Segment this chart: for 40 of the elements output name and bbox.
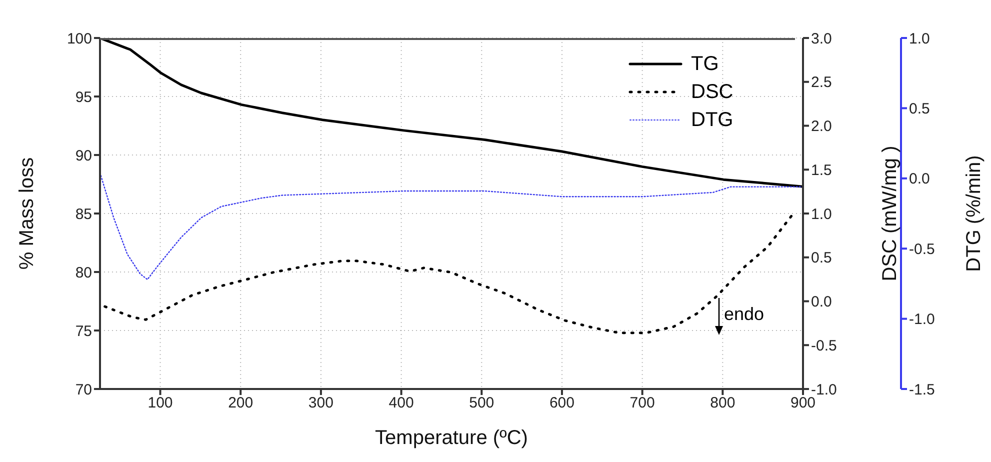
y2-tick-label: -0.5 xyxy=(811,337,837,354)
y2-tick-label: 1.5 xyxy=(811,162,832,179)
y2-tick-label: 3.0 xyxy=(811,30,832,48)
x-tick-label: 200 xyxy=(228,394,254,412)
legend-label: DTG xyxy=(691,108,734,133)
line-series xyxy=(100,38,803,188)
annotation: endo xyxy=(724,304,764,325)
y2-axis-title: DSC (mW/mg ) xyxy=(879,146,902,282)
y-tick-label: 70 xyxy=(75,381,92,398)
x-tick-label: 700 xyxy=(630,394,655,412)
y-tick-label: 100 xyxy=(66,30,92,48)
y2-tick-label: 0.5 xyxy=(811,250,832,267)
line-series xyxy=(100,172,803,280)
y-tick-label: 95 xyxy=(75,88,92,106)
x-tick-label: 800 xyxy=(710,394,736,412)
x-tick-label: 400 xyxy=(388,394,414,412)
y3-tick-label: -0.5 xyxy=(909,240,935,258)
x-axis-title: Temperature (ºC) xyxy=(375,427,528,449)
y2-tick-label: 2.0 xyxy=(811,118,832,136)
y3-axis-title: DTG (%/min) xyxy=(963,155,986,272)
y3-tick-label: -1.0 xyxy=(909,311,935,328)
legend-label: DSC xyxy=(691,80,734,105)
y3-tick-label: -1.5 xyxy=(909,381,935,398)
y2-tick-label: 0.0 xyxy=(811,294,832,311)
y-axis-title: % Mass loss xyxy=(16,157,38,270)
y3-tick-label: 0.5 xyxy=(909,100,930,118)
x-tick-label: 500 xyxy=(469,394,494,412)
y-tick-label: 75 xyxy=(75,322,92,340)
y-tick-label: 80 xyxy=(75,264,92,282)
x-tick-label: 100 xyxy=(148,394,173,412)
y2-tick-label: 2.5 xyxy=(811,74,832,92)
x-tick-label: 300 xyxy=(308,394,334,412)
y-tick-label: 85 xyxy=(75,206,92,223)
line-series xyxy=(104,212,795,334)
y3-tick-label: 1.0 xyxy=(909,30,930,48)
x-tick-label: 600 xyxy=(549,394,574,412)
y3-tick-label: 0.0 xyxy=(909,170,930,188)
y2-tick-label: 1.0 xyxy=(811,206,832,223)
legend-label: TG xyxy=(691,52,719,77)
y-tick-label: 90 xyxy=(75,147,92,164)
